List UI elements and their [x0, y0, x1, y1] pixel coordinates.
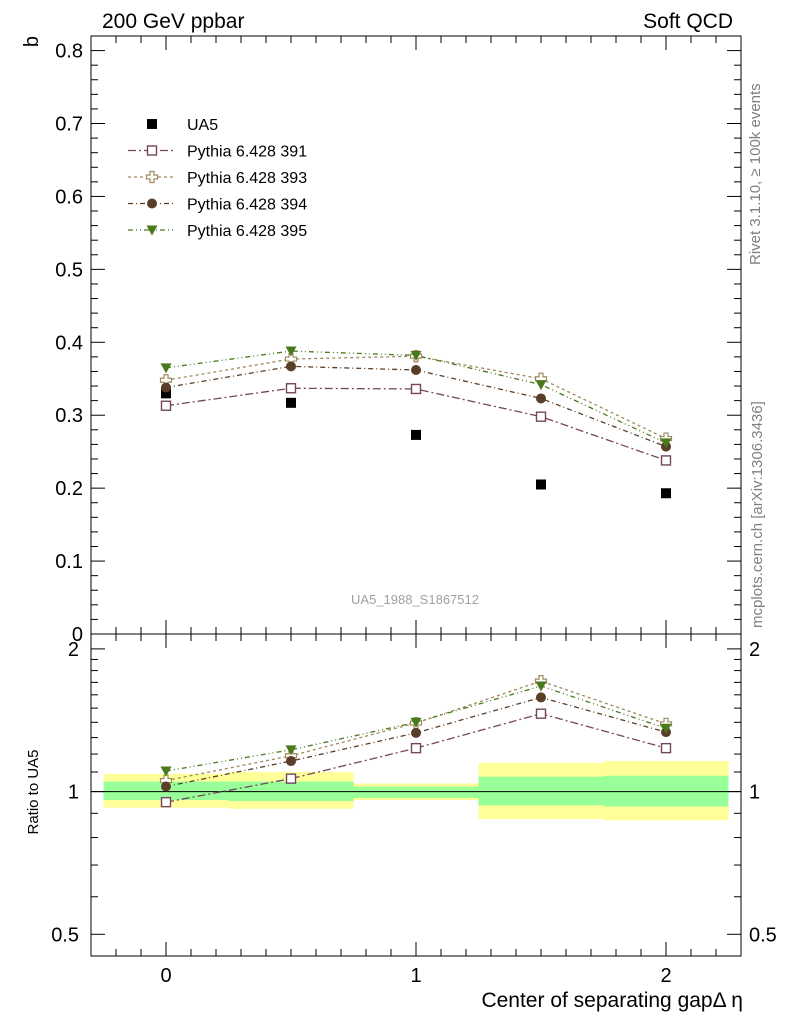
- main-line-1: [165, 387, 667, 462]
- main-point-s1-2: [410, 383, 422, 395]
- x-axis-label: Center of separating gapΔ η: [481, 989, 743, 1012]
- main-y-axis-label: b: [21, 36, 43, 47]
- ratio-point-s2-0: [161, 781, 171, 792]
- legend-marker-0: [147, 119, 157, 129]
- legend-marker-3: [147, 198, 157, 209]
- ratio-uncertainty-bands: [103, 761, 729, 821]
- main-point-s1-1: [285, 383, 297, 394]
- ratio-point-s3-3: [535, 681, 547, 692]
- ratio-xtick-label: 1: [410, 965, 421, 987]
- ratio-point-s3-0: [160, 766, 172, 777]
- legend-marker-4: [146, 225, 158, 236]
- ratio-line-3: [165, 685, 667, 772]
- main-point-s1-4: [660, 455, 672, 466]
- main-ytick-label: 0.1: [55, 551, 83, 573]
- main-point-s0-3: [536, 479, 546, 490]
- ratio-ytick-label-left: 2: [68, 639, 79, 661]
- main-ytick-label: 0.5: [55, 259, 83, 281]
- mcplots-label: mcplots.cern.ch [arXiv:1306.3436]: [749, 401, 766, 628]
- ratio-point-s2-3: [536, 692, 546, 703]
- ratio-point-s0-4: [660, 742, 672, 754]
- axis-ticks: 0 0.1 0.2 0.3 0.4 0.5 0.6 0.7 0.8 0 1 2 0.5 0.5 1 1 2 2: [51, 36, 777, 987]
- ratio-point-s0-3: [535, 708, 547, 719]
- main-point-s3-2: [411, 365, 421, 376]
- main-point-s4-1: [285, 346, 297, 357]
- main-point-s0-0: [161, 388, 171, 399]
- ratio-ytick-label-right: 0.5: [749, 924, 777, 946]
- main-point-s4-4: [660, 438, 672, 449]
- main-point-s3-3: [536, 393, 546, 404]
- main-ytick-label: 0: [72, 624, 83, 646]
- main-ytick-label: 0.2: [55, 478, 83, 500]
- axis-labels: 200 GeV ppbar Soft QCD UA5_1988_S1867512…: [21, 10, 766, 1012]
- series-markers: [159, 346, 673, 808]
- main-ytick-label: 0.3: [55, 405, 83, 427]
- ratio-point-s0-1: [285, 773, 297, 784]
- header-left-title: 200 GeV ppbar: [102, 10, 244, 33]
- ratio-xtick-label: 0: [160, 965, 171, 987]
- main-ytick-label: 0.4: [55, 332, 83, 354]
- main-point-s1-3: [535, 411, 547, 422]
- main-point-s3-0: [161, 382, 171, 393]
- legend-label-4: Pythia 6.428 395: [187, 223, 307, 240]
- watermark: UA5_1988_S1867512: [351, 592, 479, 607]
- main-point-s0-1: [286, 397, 296, 408]
- legend: UA5 Pythia 6.428 391 Pythia 6.428 393 Pythi…: [128, 117, 307, 240]
- main-point-s4-0: [160, 363, 172, 374]
- legend-marker-1: [146, 145, 158, 156]
- ratio-ytick-label-left: 1: [68, 782, 79, 804]
- main-point-s0-2: [411, 429, 421, 440]
- ratio-ytick-label-right: 1: [749, 782, 760, 804]
- ratio-point-s2-1: [286, 756, 296, 767]
- band-inner-3: [478, 776, 604, 806]
- main-point-s4-2: [410, 350, 422, 361]
- ratio-y-axis-label: Ratio to UA5: [25, 749, 42, 834]
- ratio-point-s3-4: [660, 723, 672, 734]
- legend-label-2: Pythia 6.428 393: [187, 170, 307, 187]
- ratio-point-s3-2: [410, 717, 422, 728]
- main-ytick-label: 0.6: [55, 186, 83, 208]
- ratio-point-s0-2: [410, 742, 422, 754]
- legend-marker-2: [145, 170, 159, 184]
- main-point-s0-4: [661, 488, 671, 499]
- band-inner-2: [353, 786, 479, 798]
- main-ytick-label: 0.7: [55, 114, 83, 136]
- legend-label-0: UA5: [187, 117, 218, 134]
- main-point-s4-3: [535, 380, 547, 391]
- legend-label-3: Pythia 6.428 394: [187, 197, 307, 214]
- header-right-title: Soft QCD: [643, 10, 733, 33]
- main-line-4: [165, 350, 667, 444]
- ratio-point-s2-2: [411, 727, 421, 738]
- legend-label-1: Pythia 6.428 391: [187, 144, 307, 161]
- main-point-s1-0: [160, 400, 172, 411]
- ratio-line-0: [165, 713, 667, 803]
- ratio-point-s0-0: [160, 796, 172, 808]
- main-line-2: [165, 355, 667, 440]
- ratio-ytick-label-left: 0.5: [51, 924, 79, 946]
- ratio-point-s3-1: [285, 745, 297, 756]
- main-point-s3-1: [286, 361, 296, 372]
- rivet-label: Rivet 3.1.10, ≥ 100k events: [747, 83, 764, 265]
- ratio-xtick-label: 2: [660, 965, 671, 987]
- ratio-line-1: [165, 680, 667, 782]
- ratio-ytick-label-right: 2: [749, 639, 760, 661]
- main-line-3: [165, 365, 667, 448]
- main-ytick-label: 0.8: [55, 41, 83, 63]
